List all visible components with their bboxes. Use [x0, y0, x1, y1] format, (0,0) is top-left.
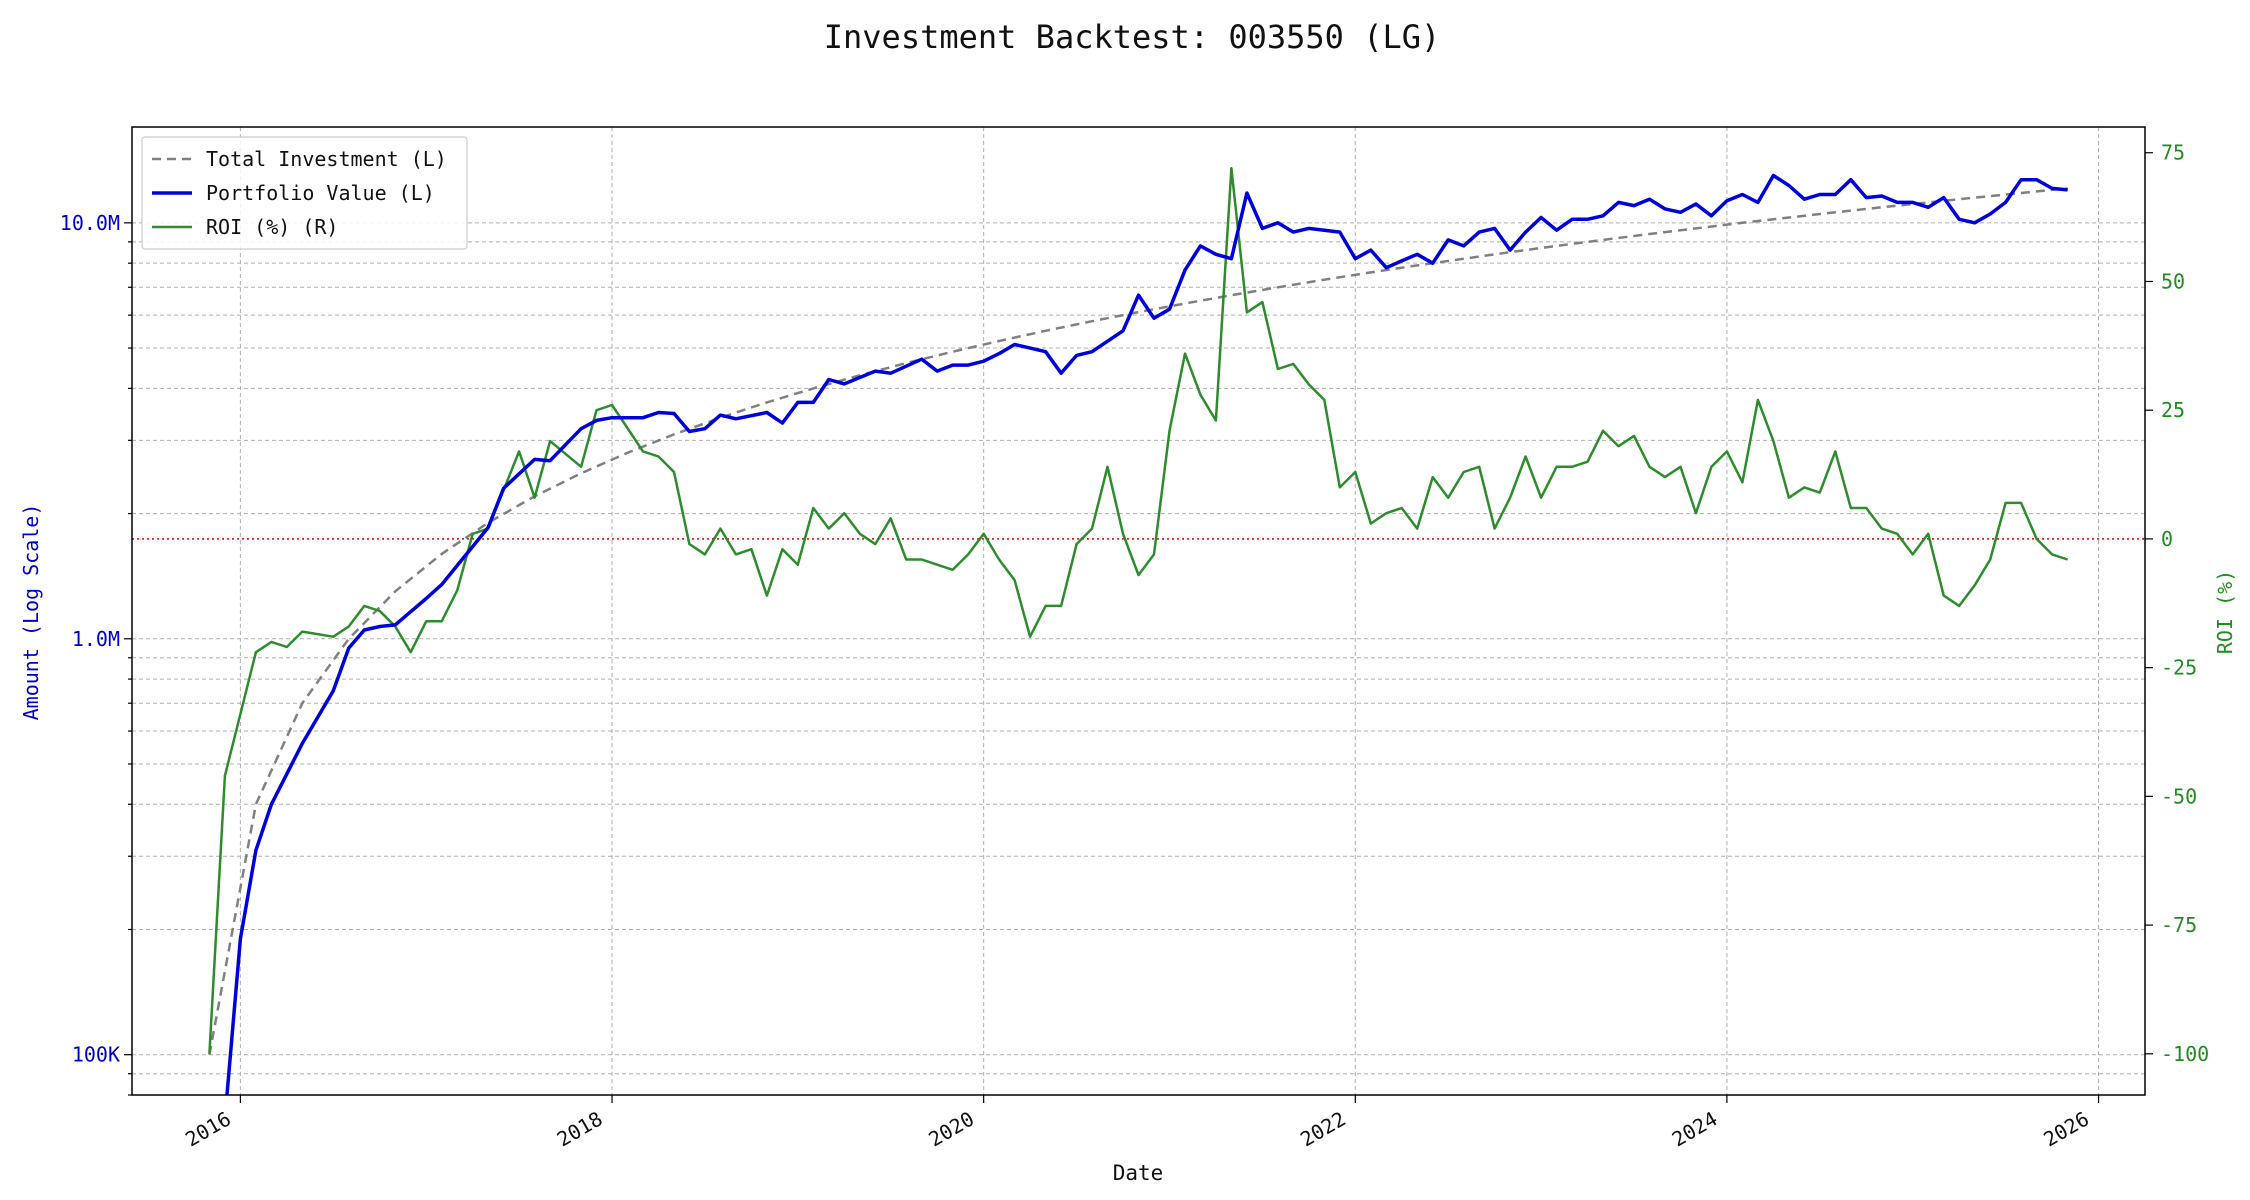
left-axis-label: Amount (Log Scale) [19, 504, 43, 721]
series-line-roi-r [208, 166, 2068, 1054]
legend-label: ROI (%) (R) [206, 215, 338, 239]
grid [132, 127, 2145, 1096]
series-layer [132, 166, 2145, 1095]
right-tick-label: -50 [2161, 784, 2197, 808]
right-tick-label: 75 [2161, 141, 2185, 165]
plot-frame [131, 126, 2146, 1096]
right-axis-label: ROI (%) [2213, 570, 2237, 654]
legend-label: Portfolio Value (L) [206, 181, 435, 205]
right-tick-label: -25 [2161, 656, 2197, 680]
legend-label: Total Investment (L) [206, 147, 447, 171]
chart-title: Investment Backtest: 003550 (LG) [824, 18, 1441, 56]
right-tick-label: -75 [2161, 913, 2197, 937]
legend: Total Investment (L) Portfolio Value (L) R… [141, 136, 468, 250]
series-line-total-investment-l [208, 187, 2068, 1055]
right-tick-label: 50 [2161, 269, 2185, 293]
left-tick-label: 100K [72, 1043, 120, 1067]
series-line-portfolio-value-l [225, 173, 2068, 1095]
right-tick-label: 25 [2161, 398, 2185, 422]
legend-box [141, 136, 468, 250]
left-tick-label: 1.0M [72, 627, 120, 651]
right-tick-label: 0 [2161, 527, 2173, 551]
right-tick-label: -100 [2161, 1042, 2209, 1066]
x-axis-label: Date [1113, 1161, 1164, 1185]
left-tick-label: 10.0M [60, 211, 120, 235]
